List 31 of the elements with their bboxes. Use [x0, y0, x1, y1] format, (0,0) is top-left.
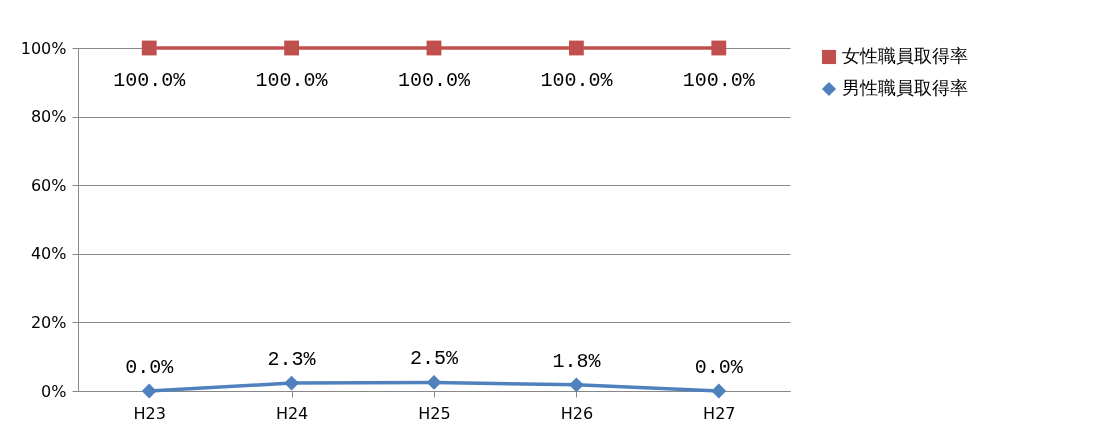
point — [711, 40, 727, 56]
data-label: 0.0% — [125, 356, 175, 379]
x-tick-label: H23 — [133, 403, 166, 423]
point — [141, 383, 157, 399]
point — [141, 40, 157, 56]
y-tick-label: 20% — [30, 312, 67, 332]
y-tick-label: 40% — [30, 244, 67, 264]
y-tick-label: 60% — [30, 175, 67, 195]
data-label: 100.0% — [682, 69, 756, 92]
data-label: 0.0% — [694, 356, 744, 379]
y-tick-label: 100% — [20, 38, 67, 58]
data-label: 100.0% — [540, 69, 614, 92]
x-tick-label: H26 — [560, 403, 594, 423]
point — [284, 375, 300, 391]
data-label: 100.0% — [113, 69, 187, 92]
data-label: 100.0% — [397, 69, 471, 92]
x-tick-label: H24 — [275, 403, 309, 423]
point — [284, 40, 300, 56]
point — [568, 377, 584, 393]
legend-label: 男性職員取得率 — [842, 77, 968, 98]
data-label: 100.0% — [255, 69, 329, 92]
point — [568, 40, 584, 56]
data-label: 2.3% — [267, 348, 317, 372]
y-tick-label: 0% — [41, 381, 67, 401]
x-tick-label: H25 — [418, 403, 451, 423]
legend-label: 女性職員取得率 — [842, 45, 968, 66]
x-tick-label: H27 — [703, 403, 736, 423]
data-label: 1.8% — [552, 349, 602, 373]
point — [711, 383, 727, 399]
data-label: 2.5% — [409, 347, 459, 371]
y-tick-label: 80% — [30, 107, 67, 127]
